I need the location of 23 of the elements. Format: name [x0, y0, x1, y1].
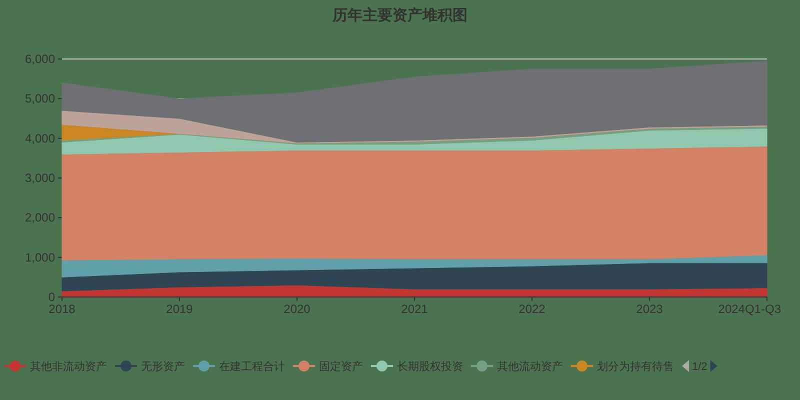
y-tick-label: 2,000: [24, 210, 56, 225]
x-tick-label: 2021: [401, 302, 428, 316]
legend-label: 固定资产: [319, 360, 363, 373]
y-tick-label: 4,000: [24, 131, 56, 146]
x-tick-label: 2022: [518, 302, 546, 316]
x-tick-label: 2020: [284, 302, 311, 316]
legend-label: 无形资产: [141, 360, 185, 373]
legend-label: 其他流动资产: [497, 360, 563, 373]
chart-title: 历年主要资产堆积图: [332, 6, 468, 24]
legend-label: 在建工程合计: [219, 360, 285, 373]
y-tick-label: 6,000: [24, 52, 56, 66]
x-tick-label: 2018: [48, 302, 76, 316]
y-tick-label: 5,000: [24, 92, 56, 106]
y-tick-label: 0: [48, 290, 56, 304]
text: 1/2: [692, 361, 708, 373]
legend-label: 划分为持有待售: [597, 360, 674, 373]
legend-label: 其他非流动资产: [30, 360, 107, 373]
y-tick-label: 3,000: [24, 171, 56, 185]
x-tick-label: 2024Q1-Q3: [718, 302, 782, 316]
x-tick-label: 2019: [166, 302, 194, 316]
y-tick-label: 1,000: [24, 250, 56, 264]
x-tick-label: 2023: [636, 302, 664, 316]
legend-label: 长期股权投资: [397, 360, 463, 373]
